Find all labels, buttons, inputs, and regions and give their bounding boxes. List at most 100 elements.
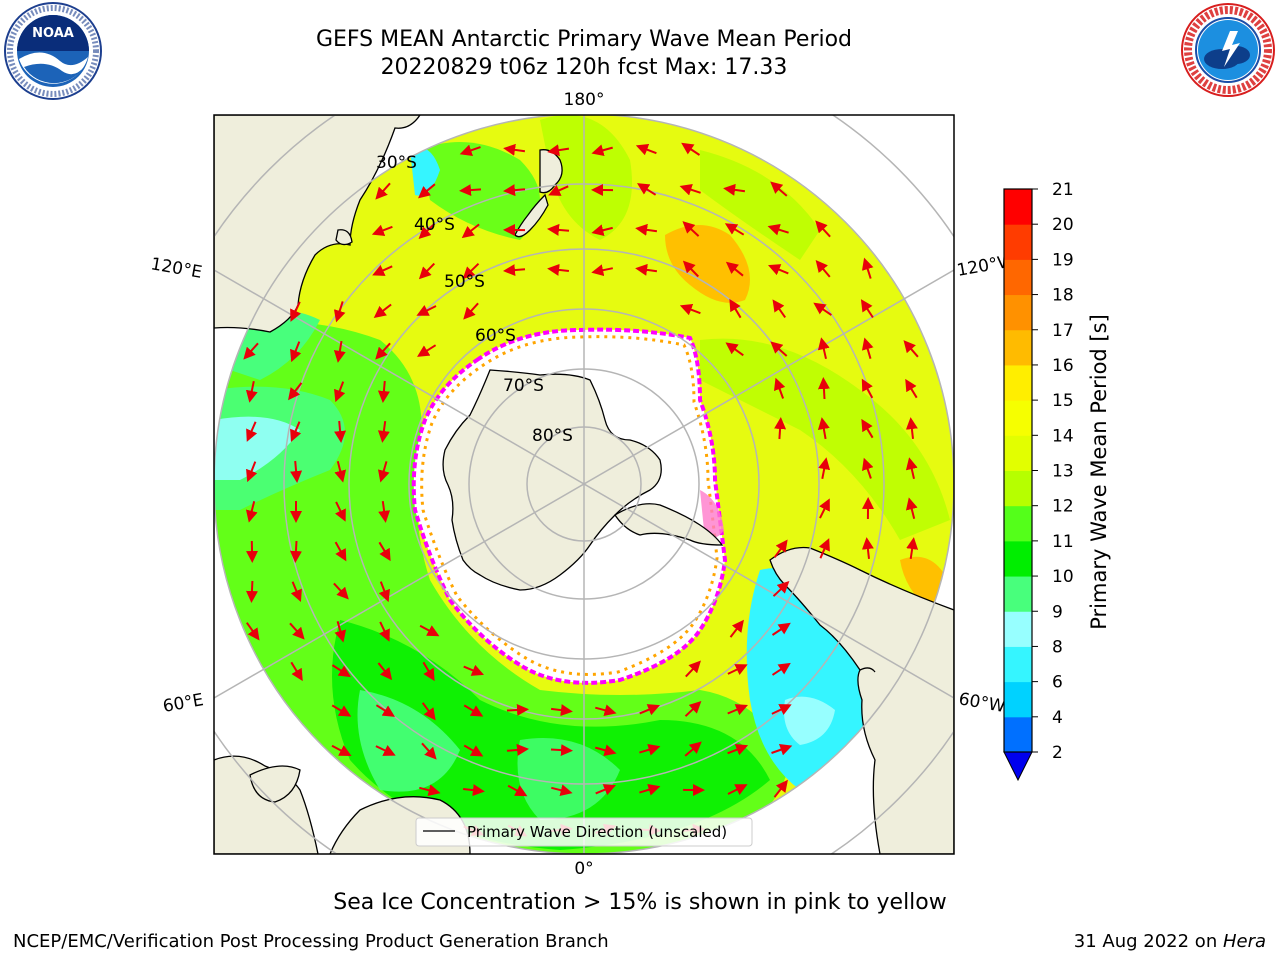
wave-direction-arrow: [245, 622, 260, 641]
wave-direction-arrow: [772, 299, 787, 318]
noaa-logo: NOAA: [4, 2, 102, 100]
wave-direction-arrow: [681, 142, 701, 156]
wave-direction-arrow: [682, 260, 700, 278]
wave-direction-arrow: [421, 702, 436, 721]
wave-direction-arrow: [334, 541, 347, 562]
wave-direction-arrow: [377, 420, 390, 443]
wave-direction-arrow: [375, 342, 391, 360]
wave-direction-arrow: [685, 660, 701, 678]
wave-direction-arrow: [418, 262, 436, 280]
wave-direction-arrow: [547, 263, 570, 276]
wave-direction-arrow: [503, 264, 526, 277]
wave-direction-arrow: [595, 704, 617, 717]
footer-host: Hera: [1222, 931, 1266, 952]
lon-label-0: 0°: [574, 859, 593, 879]
wave-direction-arrow: [461, 223, 480, 239]
colorbar-segment: [1004, 224, 1032, 260]
colorbar-segment: [1004, 470, 1032, 507]
wave-direction-arrow: [378, 500, 391, 523]
wave-direction-arrow: [861, 537, 874, 560]
wave-direction-arrow: [727, 664, 748, 675]
wave-direction-arrow: [724, 223, 745, 236]
colorbar-segment: [1004, 294, 1032, 331]
wave-direction-arrow: [290, 421, 302, 442]
colorbar-tick-label: 9: [1052, 602, 1063, 622]
graticule: [214, 115, 954, 854]
wave-direction-arrow: [639, 743, 661, 756]
colorbar-tick-label: 10: [1052, 567, 1074, 587]
wave-direction-arrow: [861, 337, 874, 359]
wave-direction-arrow: [378, 581, 390, 603]
wave-direction-arrow: [772, 581, 790, 597]
wave-direction-arrow: [289, 622, 305, 640]
colorbar-tick-label: 11: [1052, 532, 1074, 552]
wave-direction-arrow: [334, 420, 347, 443]
wave-direction-arrow: [679, 304, 701, 316]
wave-direction-arrow: [771, 744, 793, 756]
wave-direction-arrow: [767, 264, 789, 276]
colorbar-segment: [1004, 259, 1032, 296]
wave-direction-arrow: [416, 305, 437, 316]
wave-direction-arrow: [729, 619, 744, 638]
wave-direction-arrow: [635, 263, 658, 276]
colorbar-tick-label: 14: [1052, 426, 1074, 446]
wave-direction-arrow: [773, 779, 788, 798]
wave-direction-arrow: [725, 261, 744, 277]
wave-direction-arrow: [245, 380, 258, 403]
wave-direction-arrow: [595, 784, 617, 796]
wave-direction-arrow: [418, 223, 436, 239]
wave-direction-arrow: [243, 342, 259, 360]
wave-direction-arrow: [729, 298, 742, 319]
wave-direction-arrow: [421, 742, 437, 760]
colorbar-segment: [1004, 611, 1032, 647]
wave-direction-arrow: [459, 144, 481, 156]
chart-title: GEFS MEAN Antarctic Primary Wave Mean Pe…: [315, 27, 853, 52]
wave-direction-arrow: [377, 380, 390, 403]
colorbar-extend-arrow: [1003, 751, 1033, 782]
wave-direction-arrow: [459, 184, 482, 197]
wave-direction-arrow: [331, 744, 352, 757]
colorbar-tick-label: 13: [1052, 462, 1074, 482]
lat-label-50s: 50°S: [444, 272, 485, 292]
wave-direction-arrow: [503, 184, 526, 197]
wave-direction-arrow: [727, 784, 748, 795]
colorbar-tick-label: 20: [1052, 215, 1074, 235]
wave-direction-arrow: [727, 744, 749, 756]
wave-direction-arrow: [815, 260, 831, 278]
wave-direction-arrow: [639, 783, 661, 796]
wave-direction-arrow: [377, 662, 393, 681]
wave-direction-arrow: [463, 664, 485, 676]
meridian-60e-120w: [214, 269, 954, 699]
wave-direction-arrow: [905, 417, 918, 440]
colorbar-segment: [1004, 576, 1032, 612]
wave-direction-arrow: [862, 457, 874, 479]
wave-direction-arrow: [813, 302, 832, 316]
wave-direction-arrow: [861, 257, 874, 279]
wave-direction-arrow: [771, 622, 791, 636]
latitude-labels: 30°S 40°S 50°S 60°S 70°S 80°S: [376, 153, 573, 446]
wave-direction-arrow: [637, 183, 657, 196]
wave-direction-arrow: [723, 183, 746, 196]
wave-direction-arrow: [245, 501, 258, 523]
wave-direction-arrow: [819, 498, 830, 519]
wave-direction-arrow: [378, 541, 391, 562]
wave-direction-arrow: [507, 784, 528, 797]
wave-direction-arrow: [550, 744, 573, 757]
wave-direction-arrow: [333, 582, 349, 600]
wave-direction-arrow: [815, 220, 831, 238]
wave-direction-arrow: [419, 624, 440, 637]
wave-direction-arrow: [548, 184, 569, 196]
wave-direction-arrow: [334, 621, 347, 643]
wave-direction-arrow: [419, 784, 441, 797]
lat-label-40s: 40°S: [414, 215, 455, 235]
wave-direction-arrow: [371, 224, 393, 236]
wave-direction-arrow: [770, 181, 788, 197]
wave-direction-arrow: [290, 581, 302, 603]
wave-direction-arrow: [462, 784, 485, 797]
wave-direction-arrow: [331, 664, 351, 678]
colorbar-tick-label: 6: [1052, 673, 1063, 693]
wave-direction-arrow: [774, 377, 786, 399]
wave-direction-arrow: [682, 221, 700, 237]
wave-direction-arrow: [375, 745, 396, 756]
wave-direction-arrow: [463, 302, 479, 320]
